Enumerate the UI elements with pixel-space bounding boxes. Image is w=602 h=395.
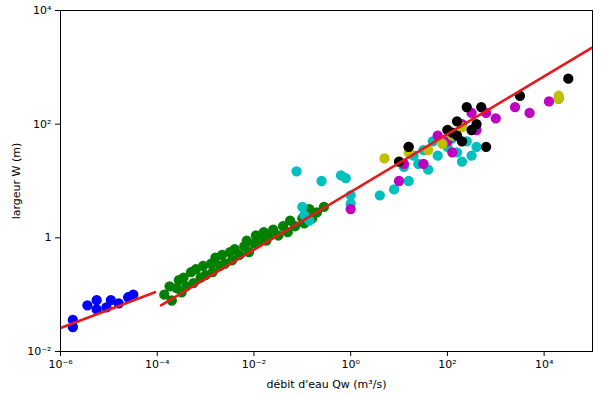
svg-text:10⁰: 10⁰ — [341, 358, 360, 371]
svg-text:largeur W (m): largeur W (m) — [10, 143, 23, 220]
svg-text:10⁻⁶: 10⁻⁶ — [48, 358, 73, 371]
svg-text:10⁻⁴: 10⁻⁴ — [145, 358, 170, 371]
svg-text:1: 1 — [45, 231, 52, 244]
svg-text:10⁴: 10⁴ — [33, 4, 52, 17]
svg-text:10⁻²: 10⁻² — [27, 345, 51, 358]
svg-text:10⁻²: 10⁻² — [242, 358, 266, 371]
svg-text:10⁴: 10⁴ — [535, 358, 554, 371]
svg-text:10²: 10² — [438, 358, 456, 371]
svg-text:10²: 10² — [33, 118, 51, 131]
svg-text:débit d'eau Qw (m³/s): débit d'eau Qw (m³/s) — [267, 378, 387, 391]
